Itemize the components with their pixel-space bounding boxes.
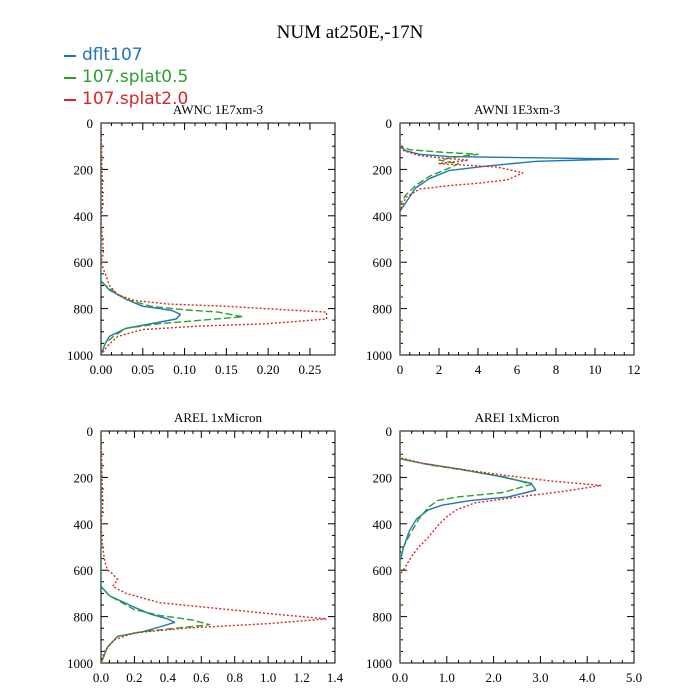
x-tick-label: 1.0	[260, 670, 276, 685]
legend-label: 107.splat0.5	[82, 67, 189, 87]
panel-title: AWNI 1E3xm-3	[474, 102, 560, 117]
x-tick-label: 0.2	[126, 670, 142, 685]
x-tick-label: 1.2	[293, 670, 309, 685]
x-tick-label: 0.05	[131, 362, 154, 377]
y-tick-label: 200	[74, 470, 94, 485]
series-line-107-splat0-5	[101, 123, 244, 355]
y-tick-label: 400	[74, 209, 94, 224]
y-tick-label: 1000	[366, 656, 392, 671]
x-tick-label: 10	[589, 362, 602, 377]
series-line-107-splat2-0	[101, 431, 328, 663]
series-line-dflt107	[400, 431, 537, 663]
x-tick-label: 0.4	[160, 670, 177, 685]
legend-label: dflt107	[82, 45, 143, 65]
y-tick-label: 800	[373, 610, 393, 625]
series-line-107-splat2-0	[400, 123, 524, 355]
plot-frame	[100, 430, 336, 664]
series-group	[400, 431, 602, 663]
y-tick-label: 400	[373, 517, 393, 532]
x-tick-label: 6	[514, 362, 521, 377]
x-tick-label: 0.0	[392, 670, 408, 685]
x-tick-label: 0.15	[215, 362, 238, 377]
y-tick-label: 0	[87, 424, 94, 439]
x-tick-label: 0.10	[173, 362, 196, 377]
panel-title: AREI 1xMicron	[475, 410, 560, 425]
y-tick-label: 800	[74, 302, 94, 317]
x-tick-label: 2.0	[485, 670, 501, 685]
panel-title: AWNC 1E7xm-3	[173, 102, 263, 117]
x-tick-label: 5.0	[626, 670, 642, 685]
y-tick-label: 800	[373, 302, 393, 317]
series-line-dflt107	[101, 123, 182, 355]
y-tick-label: 1000	[67, 348, 93, 363]
y-tick-label: 200	[74, 162, 94, 177]
legend-line-icon	[64, 55, 76, 57]
x-tick-label: 1.0	[439, 670, 455, 685]
panel-2: AWNI 1E3xm-3 0 2 4 6 8 10 12 0 200 400 600 800 1000	[366, 102, 641, 377]
y-tick-label: 200	[373, 162, 393, 177]
legend-line-icon	[64, 77, 76, 79]
x-tick-label: 0.6	[193, 670, 210, 685]
x-tick-label: 0	[397, 362, 404, 377]
x-tick-label: 4	[475, 362, 482, 377]
x-tick-label: 1.4	[327, 670, 344, 685]
y-tick-label: 400	[373, 209, 393, 224]
series-group	[101, 123, 328, 355]
y-tick-label: 0	[87, 116, 94, 131]
x-tick-label: 2	[436, 362, 443, 377]
legend: dflt107 107.splat0.5 107.splat2.0	[64, 44, 188, 110]
y-tick-label: 600	[74, 563, 94, 578]
panel-1: AWNC 1E7xm-3 0.00 0.05 0.10 0.15 0.20 0.25 0 200…	[67, 102, 336, 377]
x-tick-label: 0.00	[90, 362, 113, 377]
plot-frame	[100, 122, 336, 356]
panel-title: AREL 1xMicron	[174, 410, 262, 425]
series-line-107-splat0-5	[101, 431, 211, 663]
x-tick-label: 0.8	[227, 670, 243, 685]
y-tick-label: 600	[74, 255, 94, 270]
x-tick-label: 12	[628, 362, 641, 377]
y-tick-label: 1000	[67, 656, 93, 671]
y-tick-label: 600	[373, 563, 393, 578]
legend-item-splat05: 107.splat0.5	[64, 66, 188, 88]
legend-label: 107.splat2.0	[82, 89, 189, 109]
y-tick-label: 400	[74, 517, 94, 532]
x-tick-label: 8	[553, 362, 560, 377]
x-tick-label: 0.25	[299, 362, 322, 377]
panel-4: AREI 1xMicron 0.0 1.0 2.0 3.0 4.0 5.0 0 200 400 60…	[366, 410, 642, 685]
y-tick-label: 0	[386, 424, 393, 439]
x-tick-label: 0.20	[257, 362, 280, 377]
series-group	[101, 431, 328, 663]
y-tick-label: 1000	[366, 348, 392, 363]
series-line-dflt107	[101, 431, 176, 663]
y-tick-label: 800	[74, 610, 94, 625]
series-line-dflt107	[400, 123, 620, 355]
panel-3: AREL 1xMicron 0.0 0.2 0.4 0.6 0.8 1.0 1.2 1.4 0 20…	[67, 410, 344, 685]
figure-title: NUM at250E,-17N	[276, 22, 424, 43]
x-tick-label: 0.0	[93, 670, 109, 685]
series-group	[400, 123, 620, 355]
legend-item-dflt107: dflt107	[64, 44, 188, 66]
series-line-107-splat2-0	[101, 123, 328, 355]
legend-line-icon	[64, 99, 76, 101]
legend-item-splat20: 107.splat2.0	[64, 88, 188, 110]
y-tick-label: 0	[386, 116, 393, 131]
x-tick-label: 3.0	[532, 670, 548, 685]
series-line-107-splat2-0	[400, 431, 602, 663]
x-tick-label: 4.0	[579, 670, 595, 685]
y-tick-label: 600	[373, 255, 393, 270]
series-line-107-splat0-5	[400, 123, 479, 355]
y-tick-label: 200	[373, 470, 393, 485]
